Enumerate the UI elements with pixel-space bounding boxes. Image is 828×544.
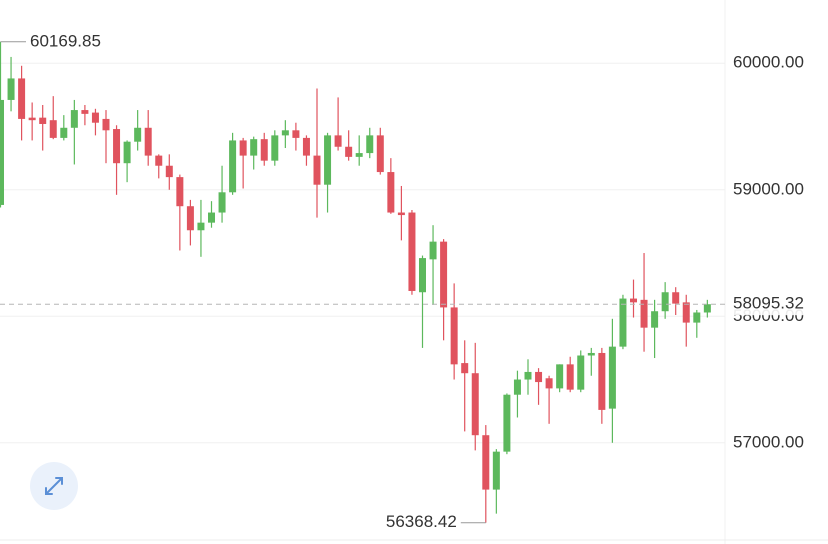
candle-body bbox=[0, 99, 4, 205]
candle-body bbox=[165, 165, 173, 178]
candle-body bbox=[313, 155, 321, 185]
candle-body bbox=[281, 130, 289, 136]
candle-body bbox=[324, 135, 332, 185]
candle-body bbox=[18, 78, 26, 119]
candle-body bbox=[355, 153, 363, 157]
last-price-box bbox=[728, 293, 828, 316]
candle-body bbox=[450, 307, 458, 365]
candle-body bbox=[134, 127, 142, 142]
candle-body bbox=[651, 311, 659, 328]
candle-body bbox=[113, 129, 121, 164]
candle-body bbox=[334, 135, 342, 147]
candle-body bbox=[186, 206, 194, 231]
candle-body bbox=[440, 241, 448, 308]
plot: 57000.0058000.0059000.0060000.0060169.85… bbox=[0, 31, 828, 531]
candle-body bbox=[598, 352, 606, 410]
candle-body bbox=[566, 364, 574, 390]
candle-body bbox=[7, 78, 15, 100]
high-label: 60169.85 bbox=[30, 31, 101, 50]
candle-body bbox=[619, 298, 627, 347]
candle-body bbox=[70, 110, 78, 128]
candle-body bbox=[229, 140, 237, 193]
candle-body bbox=[461, 363, 469, 374]
y-tick-label: 57000.00 bbox=[733, 432, 804, 451]
expand-button[interactable] bbox=[30, 462, 78, 510]
candle-body bbox=[28, 117, 36, 121]
candle-body bbox=[577, 355, 585, 390]
candle-body bbox=[81, 110, 89, 114]
low-label: 56368.42 bbox=[386, 512, 457, 531]
last-price-label: 58095.32 bbox=[733, 294, 804, 313]
candle-body bbox=[102, 118, 110, 131]
y-tick-label: 59000.00 bbox=[733, 179, 804, 198]
candle-body bbox=[271, 135, 279, 161]
candle-body bbox=[482, 435, 490, 490]
candle-body bbox=[471, 373, 479, 436]
candle-body bbox=[197, 222, 205, 231]
candle-body bbox=[587, 352, 595, 356]
candle-body bbox=[123, 141, 131, 164]
candle-body bbox=[144, 127, 152, 156]
candle-body bbox=[682, 302, 690, 323]
candle-body bbox=[535, 371, 543, 383]
candle-body bbox=[703, 304, 711, 313]
candle-body bbox=[39, 117, 47, 124]
candle-body bbox=[661, 292, 669, 312]
candle-body bbox=[513, 379, 521, 395]
candle-body bbox=[503, 394, 511, 452]
candle-body bbox=[176, 177, 184, 207]
candle-body bbox=[91, 112, 99, 123]
candle-body bbox=[640, 299, 648, 328]
candle-body bbox=[693, 312, 701, 323]
candle-body bbox=[630, 298, 637, 303]
candle-body bbox=[218, 192, 226, 213]
candle-body bbox=[556, 364, 564, 389]
candle-body bbox=[345, 146, 353, 157]
candle-body bbox=[429, 241, 437, 260]
candle-body bbox=[250, 139, 258, 156]
candle-body bbox=[408, 212, 416, 291]
candle-body bbox=[545, 378, 553, 389]
candle-body bbox=[60, 127, 68, 138]
candle-body bbox=[672, 292, 680, 304]
candle-body bbox=[208, 212, 215, 223]
candle-body bbox=[608, 346, 616, 409]
candle-body bbox=[387, 172, 395, 213]
candle-body bbox=[366, 135, 374, 154]
candle-body bbox=[524, 371, 532, 380]
candle-body bbox=[397, 212, 405, 216]
candle-body bbox=[492, 451, 500, 490]
candle-body bbox=[292, 130, 300, 138]
candle-body bbox=[260, 139, 268, 161]
candle-body bbox=[302, 137, 310, 156]
candle-body bbox=[376, 135, 384, 173]
candle-body bbox=[419, 258, 426, 293]
candle-body bbox=[49, 120, 57, 138]
candle-body bbox=[155, 155, 163, 166]
y-tick-label: 60000.00 bbox=[733, 53, 804, 72]
candle-body bbox=[239, 140, 247, 156]
